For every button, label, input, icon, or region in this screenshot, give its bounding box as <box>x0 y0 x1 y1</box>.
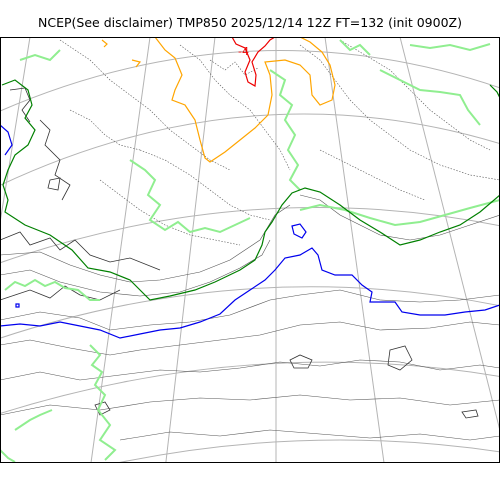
contour-light-green <box>14 409 53 431</box>
gray-dotted-contours <box>59 39 500 246</box>
graticule-latitudes <box>0 50 500 463</box>
coastline <box>9 87 31 123</box>
contour-light-green <box>269 69 301 191</box>
contour-dotted <box>99 179 241 246</box>
contour-dotted <box>179 44 291 171</box>
contour-light-green <box>129 159 251 234</box>
contour-blue <box>291 223 307 239</box>
coastline <box>387 345 413 371</box>
contour-light-green <box>4 278 100 301</box>
contour-red <box>231 37 276 87</box>
gray-solid-contours <box>0 194 500 441</box>
latitude-line <box>0 286 500 339</box>
contour-dotted <box>299 44 500 181</box>
latitude-line <box>0 113 500 186</box>
contour-orange <box>101 39 108 48</box>
contour-dotted <box>319 149 426 201</box>
latitude-line <box>0 361 500 415</box>
meridian-line <box>165 37 216 463</box>
contour-dotted <box>209 59 259 76</box>
contour-dotted <box>59 39 231 171</box>
contour-dotted <box>139 149 271 221</box>
coastlines <box>0 87 479 419</box>
contour-orange <box>131 59 142 68</box>
contour-dotted <box>69 109 141 151</box>
graticule-meridians <box>0 37 500 463</box>
meridian-line <box>0 37 31 226</box>
contour-blue <box>0 247 500 339</box>
contour-label: -4 <box>238 45 249 58</box>
contour-light-green <box>0 449 16 463</box>
meridian-line <box>324 37 385 463</box>
contour-gray <box>119 429 500 441</box>
contour-gray <box>0 289 500 331</box>
latitude-line <box>0 207 500 264</box>
contour-gray <box>299 194 500 241</box>
contour-light-green <box>89 344 117 461</box>
map-frame <box>0 37 500 463</box>
contour-light-green <box>409 43 491 52</box>
contour-gray <box>0 321 500 356</box>
contour-light-green <box>339 39 371 56</box>
meridian-line <box>90 37 151 463</box>
contour-gray <box>0 204 291 283</box>
coastline <box>0 285 121 301</box>
contour-light-green <box>19 49 61 62</box>
contour-blue <box>15 303 20 308</box>
light-green-contours <box>0 39 500 463</box>
orange-contours <box>101 37 336 163</box>
contour-gray <box>0 359 500 381</box>
contour-dark-green <box>1 79 500 301</box>
coastline <box>0 231 161 271</box>
latitude-line <box>114 439 500 463</box>
map-title: NCEP(See disclaimer) TMP850 2025/12/14 1… <box>38 15 462 30</box>
contour-orange <box>154 37 336 163</box>
meridian-line <box>399 37 500 433</box>
blue-contours <box>0 124 500 339</box>
coastline <box>289 354 313 369</box>
latitude-line <box>0 50 500 112</box>
contour-light-green <box>379 69 481 126</box>
contour-light-green <box>299 199 500 227</box>
contour-gray <box>0 394 500 416</box>
coastline <box>47 177 61 191</box>
contour-blue <box>0 124 13 156</box>
contour-dotted <box>339 39 491 151</box>
red-contours <box>231 37 276 87</box>
contour-gray <box>0 239 271 297</box>
coastline <box>461 409 479 419</box>
coastline <box>39 119 71 201</box>
